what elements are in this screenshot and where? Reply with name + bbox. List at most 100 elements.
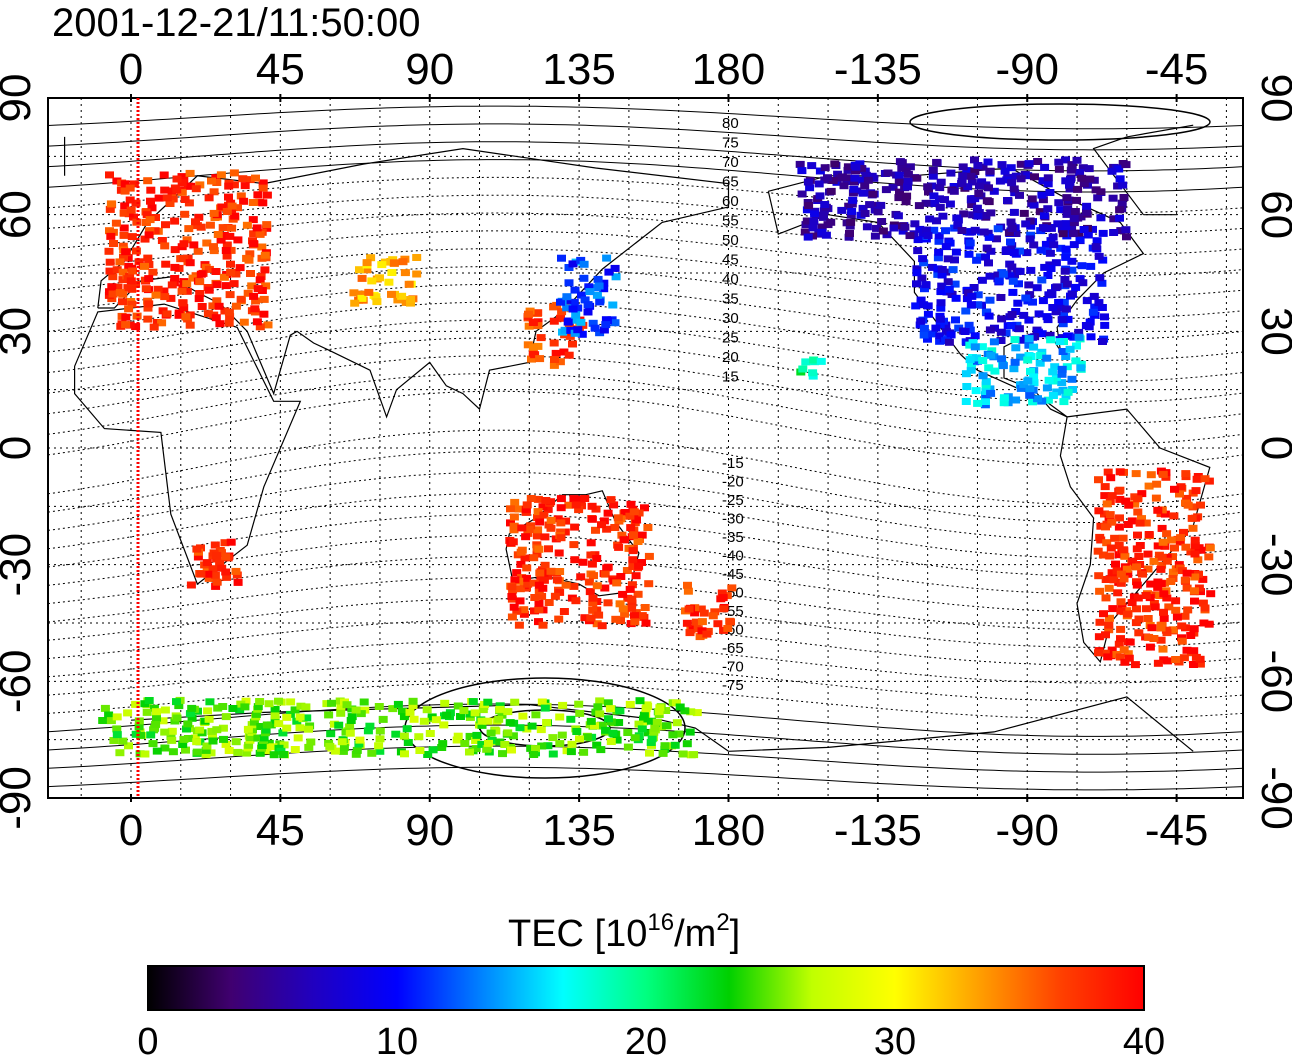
tec-cell-australia bbox=[517, 574, 527, 582]
tec-cell-north-america bbox=[1043, 272, 1053, 279]
tec-cell-canada-north bbox=[905, 163, 915, 171]
tec-cell-north-america bbox=[1100, 321, 1110, 329]
tec-cell-north-america bbox=[916, 296, 926, 304]
tec-cell-japan bbox=[583, 308, 593, 316]
tec-cell-south-america bbox=[1151, 494, 1161, 502]
tec-cell-antarctic-coast bbox=[240, 703, 250, 711]
tec-cell-south-america bbox=[1094, 507, 1104, 515]
tec-cell-canada-north bbox=[873, 208, 883, 216]
tec-cell-canada-north bbox=[932, 158, 942, 166]
tec-cell-east-asia bbox=[549, 317, 559, 325]
tec-cell-japan bbox=[602, 254, 612, 262]
tec-cell-north-america bbox=[1007, 242, 1017, 250]
maglat-label: 65 bbox=[722, 174, 739, 191]
tec-cell-europe bbox=[168, 195, 178, 203]
tec-cell-central-america bbox=[1029, 343, 1039, 351]
tec-cell-australia bbox=[602, 564, 612, 572]
tec-cell-europe bbox=[177, 287, 187, 295]
tec-cell-europe bbox=[216, 236, 226, 244]
tec-cell-south-america bbox=[1119, 546, 1129, 554]
tec-cell-europe bbox=[215, 320, 225, 328]
tec-cell-south-america bbox=[1133, 495, 1143, 503]
tec-cell-antarctic-coast bbox=[650, 724, 660, 732]
tec-cell-europe bbox=[123, 254, 133, 262]
tec-cell-europe bbox=[252, 318, 262, 326]
magnetic-latitude-contour bbox=[47, 123, 1244, 151]
tec-cell-canada-north bbox=[888, 183, 898, 191]
tec-cell-canada-north bbox=[846, 218, 856, 226]
tec-cell-antarctic-coast bbox=[290, 706, 300, 714]
tec-cell-canada-north bbox=[1115, 214, 1124, 222]
tec-cell-north-america bbox=[1014, 325, 1024, 333]
tec-cell-europe bbox=[172, 186, 182, 194]
tec-cell-central-asia bbox=[375, 274, 384, 282]
tec-cell-europe bbox=[196, 223, 206, 231]
tec-cell-europe bbox=[213, 231, 223, 238]
tec-cell-north-america bbox=[913, 247, 923, 255]
tec-cell-canada-north bbox=[868, 190, 878, 198]
tec-cell-canada-north bbox=[851, 163, 861, 171]
tec-cell-australia bbox=[609, 501, 619, 509]
tec-cell-europe bbox=[253, 285, 263, 293]
tec-cell-australia bbox=[600, 570, 610, 578]
tec-cell-antarctic-coast bbox=[224, 747, 234, 754]
magnetic-latitude-contour bbox=[47, 159, 1244, 193]
tec-cell-antarctic-coast bbox=[183, 720, 193, 728]
tec-cell-antarctic-coast bbox=[378, 715, 388, 723]
tec-cell-europe bbox=[108, 228, 118, 236]
tec-cell-central-america bbox=[999, 399, 1009, 407]
tec-cell-central-america bbox=[981, 388, 991, 395]
tec-cell-canada-north bbox=[1007, 225, 1017, 232]
tec-cell-canada-north bbox=[843, 163, 853, 171]
tec-cell-canada-north bbox=[896, 178, 906, 186]
tec-cell-south-america bbox=[1108, 605, 1118, 613]
tec-cell-south-america bbox=[1146, 471, 1156, 479]
tec-cell-new-zealand bbox=[691, 618, 701, 626]
tec-cell-antarctic-coast bbox=[338, 747, 348, 755]
tec-cell-south-america bbox=[1159, 614, 1169, 622]
tec-cell-north-america bbox=[1067, 257, 1077, 265]
tec-cell-north-america bbox=[985, 296, 995, 304]
tec-cell-canada-north bbox=[1116, 227, 1126, 235]
tec-cell-south-america bbox=[1170, 485, 1179, 493]
tec-cell-north-america bbox=[1061, 245, 1071, 253]
tec-cell-europe bbox=[106, 200, 116, 208]
tec-cell-europe bbox=[115, 289, 125, 297]
tec-cell-europe bbox=[165, 200, 175, 207]
tec-cell-canada-north bbox=[848, 196, 858, 204]
tec-cell-antarctic-coast bbox=[160, 728, 170, 736]
tec-cell-europe bbox=[120, 187, 130, 195]
tec-cell-north-america bbox=[1036, 246, 1046, 254]
tec-cell-antarctic-coast bbox=[484, 739, 493, 747]
tec-cell-antarctic-coast bbox=[658, 749, 668, 757]
tec-cell-south-africa bbox=[212, 551, 222, 559]
tec-cell-north-america bbox=[917, 274, 927, 282]
tec-cell-europe bbox=[246, 270, 255, 277]
longitude-tick-label: 45 bbox=[256, 45, 305, 94]
tec-cell-canada-north bbox=[1070, 208, 1080, 215]
tec-cell-canada-north bbox=[898, 227, 908, 235]
bottom-longitude-ticks: 0 45 90 135 180 -135 -90 -45 bbox=[119, 794, 1208, 855]
tec-cell-north-america bbox=[1059, 298, 1069, 306]
tec-cell-new-zealand bbox=[699, 609, 709, 617]
tec-cell-central-america bbox=[1076, 364, 1086, 372]
tec-cell-europe bbox=[212, 179, 222, 186]
magnetic-latitude-contour bbox=[47, 355, 1244, 425]
magnetic-latitude-contour bbox=[47, 471, 1244, 541]
tec-cell-japan bbox=[570, 286, 580, 294]
tec-cell-east-asia bbox=[549, 361, 559, 369]
tec-cell-north-america bbox=[941, 321, 951, 329]
tec-cell-south-america bbox=[1122, 565, 1132, 573]
tec-cell-south-america bbox=[1160, 510, 1170, 518]
tec-cell-europe bbox=[182, 236, 192, 244]
tec-cell-north-america bbox=[937, 288, 946, 296]
tec-cell-north-america bbox=[1038, 297, 1048, 305]
maglat-label: 45 bbox=[722, 252, 739, 269]
tec-cell-antarctic-coast bbox=[142, 708, 152, 716]
tec-cell-new-zealand bbox=[710, 608, 720, 616]
tec-cell-antarctic-coast bbox=[508, 732, 518, 740]
tec-cell-canada-north bbox=[815, 167, 825, 175]
tec-cell-north-america bbox=[929, 226, 939, 234]
tec-cell-australia bbox=[554, 615, 564, 623]
tec-cell-antarctic-coast bbox=[460, 740, 470, 747]
